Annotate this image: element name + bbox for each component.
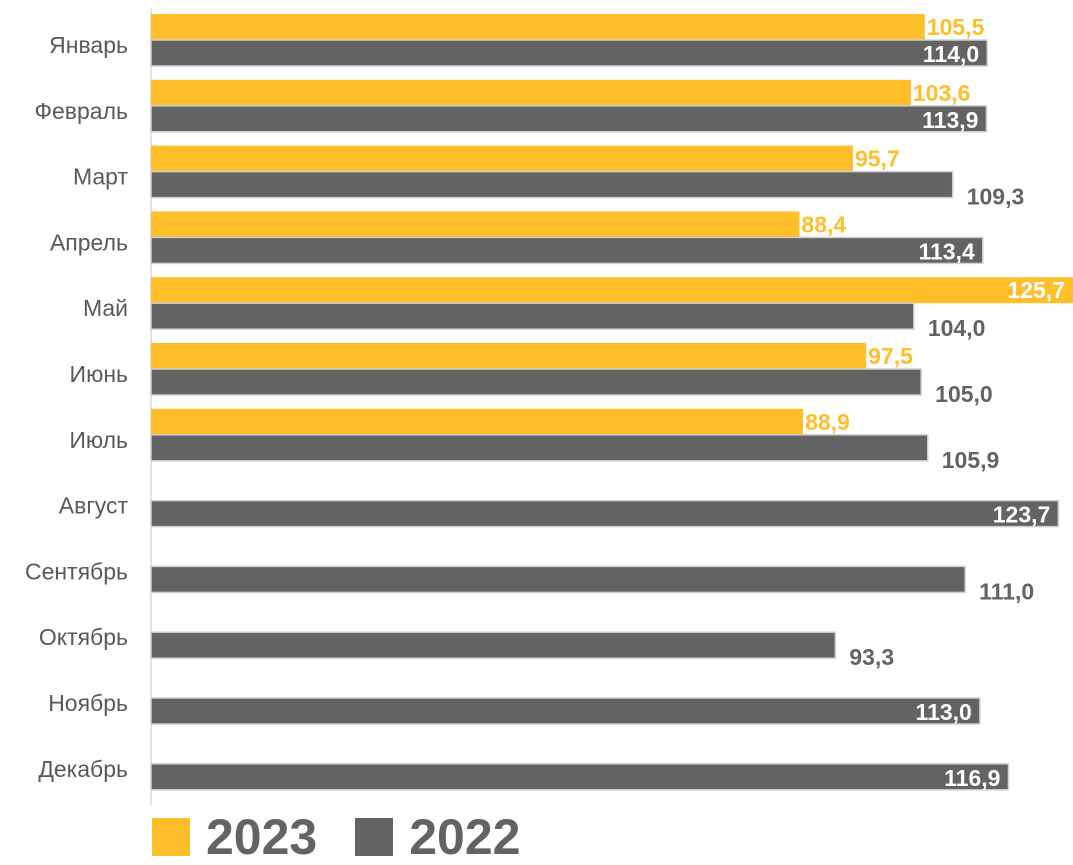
data-label-2022: 109,3 <box>967 184 1025 210</box>
bar-2022 <box>150 302 915 330</box>
legend: 2023 2022 <box>152 812 558 862</box>
data-label-2023: 88,9 <box>805 409 850 435</box>
bar-2022 <box>150 368 922 396</box>
category-label: Апрель <box>50 229 128 255</box>
category-label: Март <box>73 164 128 190</box>
category-label: Ноябрь <box>48 690 128 716</box>
data-label-2022: 114,0 <box>923 41 979 67</box>
bar-2023 <box>151 277 1073 304</box>
data-label-2022: 113,0 <box>916 699 972 725</box>
bar-2022 <box>150 565 966 594</box>
bar-2022 <box>150 763 1010 791</box>
legend-swatch-2022 <box>355 818 394 856</box>
bar-2023 <box>151 408 804 435</box>
data-label-2022: 116,9 <box>944 765 1000 791</box>
bar-2022 <box>150 105 988 133</box>
data-label-2022: 123,7 <box>993 502 1051 528</box>
data-label-2023: 105,5 <box>927 14 985 40</box>
bar-2022 <box>150 499 1060 528</box>
bar-2022 <box>150 434 929 462</box>
bar-2022 <box>150 631 837 659</box>
data-label-2023: 97,5 <box>868 343 913 369</box>
category-label: Июль <box>69 427 128 453</box>
category-label: Сентябрь <box>25 558 128 584</box>
data-label-2023: 103,6 <box>913 80 971 106</box>
bar-2022 <box>150 236 984 265</box>
bar-2023 <box>151 211 800 238</box>
category-label: Май <box>83 295 128 321</box>
data-label-2022: 111,0 <box>979 578 1034 604</box>
bar-2022 <box>150 170 954 199</box>
bar-2022 <box>150 697 981 725</box>
category-label: Январь <box>49 32 128 58</box>
legend-swatch-2023 <box>152 818 190 856</box>
data-label-2022: 104,0 <box>928 315 986 341</box>
category-label: Декабрь <box>38 756 128 782</box>
bar-2023 <box>151 145 853 172</box>
data-label-2022: 113,4 <box>918 238 974 264</box>
data-label-2022: 93,3 <box>849 644 894 670</box>
data-label-2022: 105,9 <box>942 447 1000 473</box>
data-label-2023: 95,7 <box>855 146 900 172</box>
category-label: Февраль <box>35 98 128 124</box>
legend-label-2023: 2023 <box>206 809 318 865</box>
data-label-2023: 125,7 <box>1007 277 1065 303</box>
data-label-2023: 88,4 <box>801 211 846 237</box>
data-label-2022: 113,9 <box>922 107 978 133</box>
bar-2023 <box>151 14 925 40</box>
bar-2023 <box>151 343 867 369</box>
bar-2022 <box>150 39 988 67</box>
legend-item-2022: 2022 <box>355 812 520 862</box>
data-label-2022: 105,0 <box>935 381 993 407</box>
legend-label-2022: 2022 <box>409 809 521 865</box>
category-label: Август <box>59 493 129 519</box>
category-label: Октябрь <box>39 624 128 650</box>
category-label: Июнь <box>70 361 128 387</box>
bar-2023 <box>151 79 911 106</box>
legend-item-2023: 2023 <box>152 812 317 862</box>
